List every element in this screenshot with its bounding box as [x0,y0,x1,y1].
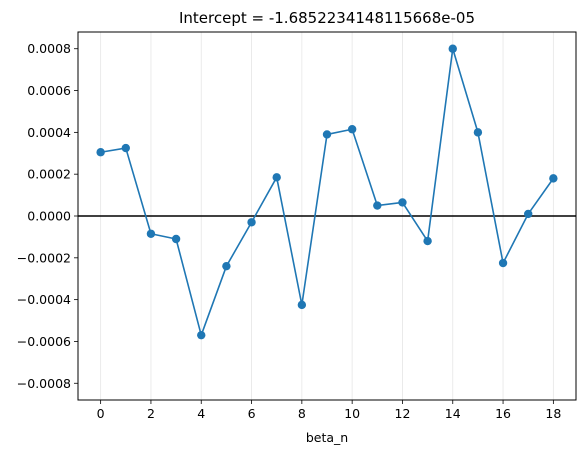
y-tick-label: 0.0004 [27,125,71,140]
x-tick-label: 12 [395,406,411,421]
series-line [100,47,555,336]
x-tick-label: 6 [248,406,256,421]
y-tick-layer: −0.0008 −0.0006 −0.0004 −0.0002 0.0000 0.0002… [17,41,78,391]
x-tick-label: 0 [97,406,105,421]
series-layer [96,44,558,340]
x-tick-label: 10 [344,406,360,421]
y-tick-label: 0.0008 [27,41,71,56]
data-point [373,201,382,210]
x-tick-label: 8 [298,406,306,421]
data-point [524,209,533,219]
data-point [448,44,457,53]
y-tick-label: 0.0000 [27,209,71,224]
data-point [272,173,281,182]
data-point [121,143,130,153]
x-tick-label: 16 [495,406,511,421]
data-point [498,258,508,268]
data-point [322,130,332,139]
y-tick-label: −0.0006 [17,334,71,349]
x-axis-label: beta_n [306,430,348,445]
data-point [297,300,307,310]
y-tick-label: 0.0006 [27,83,71,98]
x-tick-label: 14 [445,406,461,421]
data-point [473,128,483,137]
chart-title: Intercept = -1.6852234148115668e-05 [179,9,475,27]
data-point [549,174,558,183]
y-tick-label: −0.0008 [17,376,71,391]
data-point [197,330,206,340]
x-tick-label: 4 [197,406,205,421]
data-point [347,125,357,134]
data-point [171,234,181,244]
data-point [247,218,256,227]
y-tick-label: −0.0002 [17,250,71,265]
x-tick-layer: 0 2 4 6 8 10 12 14 16 18 [97,400,561,421]
data-point [146,229,156,238]
x-tick-label: 18 [545,406,561,421]
data-point [222,261,231,271]
x-tick-label: 2 [147,406,155,421]
data-point [96,148,105,157]
data-point [423,236,432,246]
y-tick-label: −0.0004 [17,292,71,307]
y-tick-label: 0.0002 [27,167,71,182]
data-point [398,198,407,207]
